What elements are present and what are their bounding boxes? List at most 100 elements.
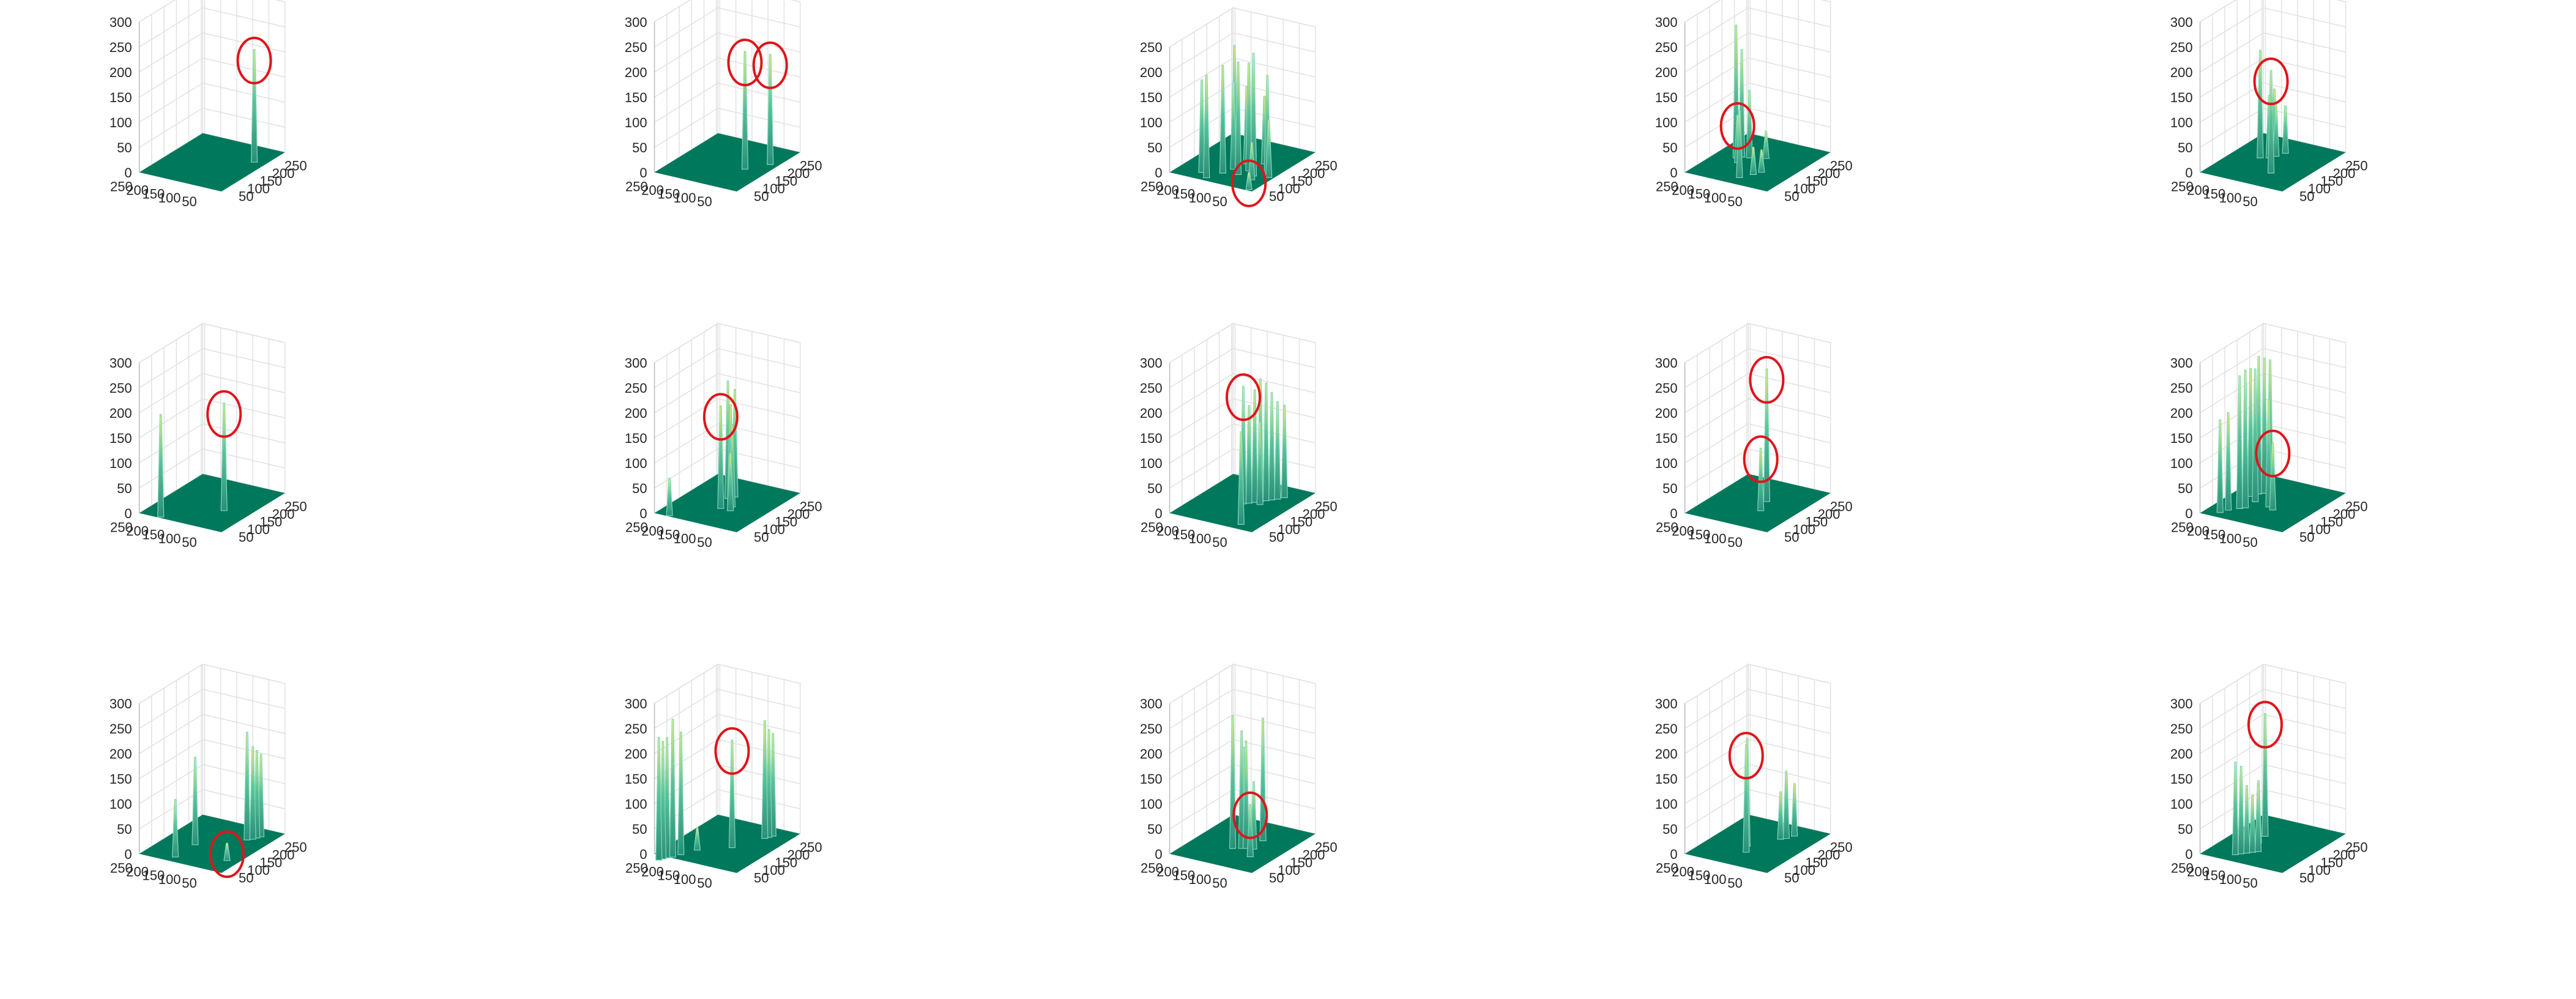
spike	[666, 477, 673, 516]
z-axis: 0 50 100 150 200 250 300	[110, 15, 140, 180]
z-tick-label: 100	[1140, 115, 1163, 130]
y-tick-label: 150	[1173, 527, 1196, 543]
x-tick-label: 100	[1793, 522, 1815, 537]
x-tick-label: 50	[2299, 530, 2314, 545]
spike	[2247, 368, 2254, 497]
z-gridline	[1169, 57, 1316, 98]
z-tick-label: 200	[1655, 746, 1678, 762]
y-tick-label: 100	[1189, 872, 1212, 887]
z-tick-label: 0	[639, 165, 647, 180]
y-tick-label: 150	[658, 187, 680, 202]
z-tick-label: 200	[1655, 406, 1678, 421]
y-tick-label: 250	[1656, 179, 1678, 195]
x-tick-label: 250	[1830, 499, 1853, 514]
z-tick-label: 50	[1662, 481, 1677, 496]
surface-panel-r2c3: 0501001502002503005010015020025050100150…	[1140, 322, 1338, 550]
y-tick-label: 100	[1704, 531, 1727, 546]
z-tick-label: 100	[1140, 456, 1163, 471]
x-tick-label: 100	[762, 863, 785, 878]
z-tick-label: 50	[117, 140, 132, 155]
spikes	[1237, 378, 1288, 525]
x-tick-label: 200	[1818, 507, 1841, 522]
surface-floor	[139, 133, 285, 191]
z-tick-label: 200	[110, 746, 132, 762]
spike	[1782, 770, 1790, 839]
spike	[2261, 357, 2268, 494]
y-tick-label: 250	[625, 520, 648, 535]
z-tick-label: 50	[1147, 822, 1162, 837]
z-tick-label: 200	[2170, 746, 2193, 762]
spikes	[171, 732, 265, 861]
z-tick-label: 200	[1140, 65, 1163, 80]
z-gridline	[139, 713, 285, 754]
y-tick-label: 250	[1141, 520, 1163, 535]
z-axis: 0 50 100 150 200 250 300	[1140, 355, 1171, 521]
surface-panel-r1c1: 0501001502002503005010015020025050100150…	[110, 0, 307, 209]
y-tick-label: 100	[674, 872, 696, 887]
z-gridline	[1169, 663, 1316, 704]
y-tick-label: 150	[143, 527, 165, 543]
z-tick-label: 200	[110, 65, 132, 80]
z-tick-label: 200	[1655, 65, 1678, 80]
spike	[2243, 785, 2250, 854]
z-gridline	[2200, 688, 2346, 729]
highlight-circle	[714, 727, 750, 775]
z-gridline	[1684, 0, 1831, 23]
x-tick-label: 200	[787, 507, 810, 522]
x-tick-label: 150	[1290, 174, 1312, 189]
z-gridline	[654, 322, 800, 363]
x-tick-label: 100	[2308, 863, 2331, 878]
z-gridline	[1169, 688, 1316, 729]
z-tick-label: 0	[1155, 506, 1162, 521]
spike	[2257, 50, 2264, 158]
z-tick-label: 0	[1670, 847, 1677, 862]
x-tick-label: 50	[1269, 189, 1284, 204]
z-tick-label: 150	[1655, 771, 1678, 787]
z-gridline	[1684, 57, 1831, 98]
z-tick-label: 0	[1155, 847, 1162, 862]
highlight-circle	[2255, 429, 2291, 478]
z-axis: 0 50 100 150 200 250	[1140, 40, 1171, 180]
z-tick-label: 200	[625, 406, 647, 421]
highlight-circle	[1743, 435, 1779, 483]
y-tick-label: 150	[2203, 868, 2226, 883]
spike	[2216, 419, 2224, 513]
y-tick-label: 150	[2203, 187, 2226, 202]
spike	[2249, 794, 2256, 853]
spike	[157, 414, 165, 518]
x-tick-label: 50	[1269, 530, 1284, 545]
z-gridline	[1684, 32, 1831, 73]
z-tick-label: 300	[2170, 696, 2193, 711]
y-tick-label: 200	[126, 183, 149, 198]
x-tick-label: 250	[800, 158, 822, 174]
z-gridline	[139, 663, 285, 704]
z-tick-label: 250	[110, 721, 132, 737]
spike	[2252, 368, 2259, 502]
z-tick-label: 250	[1655, 381, 1678, 396]
x-tick-label: 200	[1303, 507, 1325, 522]
z-gridline	[1169, 347, 1316, 388]
y-tick-label: 200	[1672, 524, 1694, 539]
spike	[171, 799, 179, 858]
z-tick-label: 100	[1655, 797, 1678, 812]
spike	[1757, 448, 1765, 511]
z-tick-label: 0	[639, 847, 647, 862]
spikes	[2232, 713, 2269, 855]
y-tick-label: 150	[658, 527, 680, 543]
z-axis: 0 50 100 150 200 250 300	[1140, 696, 1171, 862]
z-tick-label: 100	[2170, 797, 2193, 812]
z-gridline	[654, 423, 800, 464]
z-gridline	[139, 347, 285, 388]
z-tick-label: 0	[2185, 506, 2192, 521]
z-tick-label: 300	[1655, 15, 1678, 30]
back-wall-right	[202, 0, 286, 153]
z-tick-label: 200	[625, 746, 647, 762]
z-gridline	[654, 663, 800, 704]
